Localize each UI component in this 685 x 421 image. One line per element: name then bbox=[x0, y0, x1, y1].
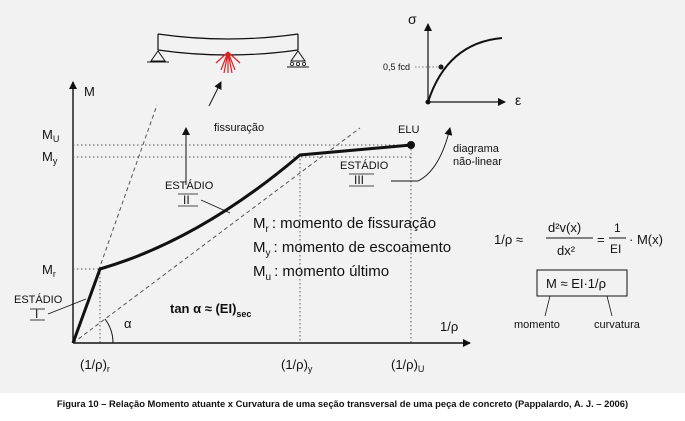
stage1-numeral: I bbox=[35, 307, 38, 321]
curvature-formula: 1/ρ ≈ d²v(x) dx² = 1 EI · M(x) bbox=[494, 220, 663, 258]
elu-point bbox=[407, 141, 415, 149]
curvature-r-label: (1/ρ)r bbox=[80, 357, 110, 374]
diagrama-label-line2: não-linear bbox=[453, 156, 502, 168]
formula-frac-num: 1 bbox=[614, 221, 621, 235]
crack-pointer bbox=[208, 81, 222, 107]
mr-label: Mr bbox=[42, 262, 56, 279]
formula-rhs: · M(x) bbox=[629, 232, 663, 247]
mu-label: MU bbox=[42, 127, 59, 144]
tan-alpha-formula: tan α ≈ (EI)sec bbox=[170, 301, 251, 319]
stage1-pointer bbox=[47, 298, 87, 315]
x-axis-label: 1/ρ bbox=[440, 319, 458, 334]
fissuracao-label: fissuração bbox=[214, 122, 264, 134]
y-axis-label: M bbox=[84, 84, 95, 99]
stress-strain-inset: σ ε 0,5 fcd bbox=[383, 11, 521, 108]
elu-label: ELU bbox=[398, 124, 419, 136]
curvatura-pointer bbox=[606, 295, 613, 317]
stage2-label: ESTÁDIO bbox=[165, 179, 214, 192]
diagrama-label-line1: diagrama bbox=[453, 143, 500, 155]
curvature-y-label: (1/ρ)y bbox=[281, 357, 313, 374]
my-label: My bbox=[42, 149, 58, 166]
stage1-label: ESTÁDIO bbox=[14, 293, 63, 306]
formula-eq: = bbox=[597, 232, 605, 247]
stage3-label: ESTÁDIO bbox=[340, 159, 389, 172]
figure-caption: Figura 10 – Relação Momento atuante x Cu… bbox=[56, 398, 629, 409]
stage2-numeral: II bbox=[183, 193, 190, 207]
diagram-canvas: M 1/ρ α MU My Mr (1/ρ)r (1/ρ)y (1/ρ)U EL… bbox=[14, 11, 663, 374]
definitions: Mr: momento de fissuração My: momento de… bbox=[253, 215, 451, 283]
curvature-u-label: (1/ρ)U bbox=[391, 357, 424, 374]
guide-lines bbox=[73, 144, 412, 343]
formula-num: d²v(x) bbox=[548, 220, 581, 235]
secant-line-stage2 bbox=[72, 127, 361, 344]
moment-curvature-curve bbox=[71, 143, 412, 344]
formula-frac-den: EI bbox=[610, 242, 621, 256]
alpha-label: α bbox=[124, 316, 132, 331]
inset-x-label: ε bbox=[515, 92, 521, 108]
definition-mr: Mr: momento de fissuração bbox=[253, 215, 436, 235]
formula-lhs: 1/ρ ≈ bbox=[494, 232, 523, 247]
momento-pointer bbox=[544, 295, 551, 317]
stage2-pointer bbox=[200, 199, 231, 214]
definition-my: My: momento de escoamento bbox=[253, 239, 451, 259]
definition-mu: Mu: momento último bbox=[253, 263, 389, 283]
crack-icon bbox=[215, 51, 241, 74]
fcd-label: 0,5 fcd bbox=[383, 62, 410, 72]
alpha-arc bbox=[104, 318, 114, 344]
box-formula-frame bbox=[536, 269, 628, 297]
stage3-pointer bbox=[391, 127, 453, 182]
inset-y-label: σ bbox=[408, 11, 417, 27]
momento-label: momento bbox=[514, 319, 560, 331]
formula-den: dx² bbox=[557, 243, 576, 258]
box-formula: M ≈ EI·1/ρ bbox=[546, 276, 606, 291]
stage3-numeral: III bbox=[354, 173, 364, 187]
moment-curvature-figure: M 1/ρ α MU My Mr (1/ρ)r (1/ρ)y (1/ρ)U EL… bbox=[0, 0, 685, 393]
curvatura-label: curvatura bbox=[594, 319, 641, 331]
stress-strain-curve bbox=[427, 37, 503, 103]
